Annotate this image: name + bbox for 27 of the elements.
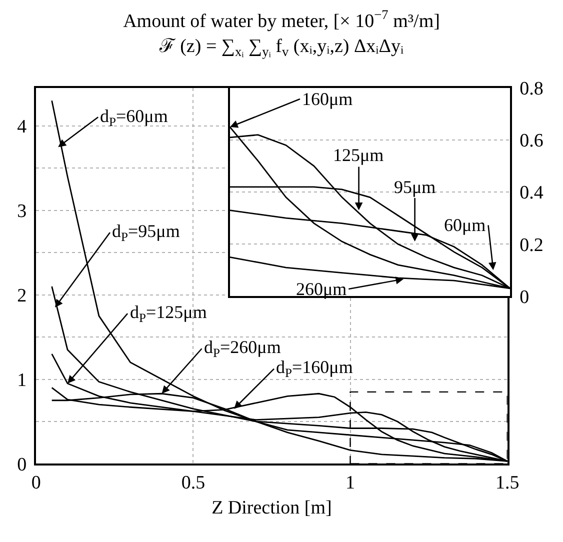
annotation: d$_{P}$=60μm [100, 106, 168, 129]
annotation: 260μm [296, 279, 347, 299]
annotation: 60μm [444, 215, 486, 235]
chart-subtitle: ℱ (z) = ∑$_{xᵢ}$ ∑$_{yᵢ}$ f$_{v}$ (xᵢ,yᵢ,z) ΔxᵢΔyᵢ [158, 36, 404, 59]
x-tick-label: 0 [31, 472, 41, 494]
y-tick-label: 0.6 [520, 130, 544, 152]
y-tick-label: 0 [520, 286, 530, 308]
y-tick-label: 4 [17, 116, 28, 138]
y-tick-label: 0.2 [520, 234, 544, 256]
annotation: 95μm [394, 177, 436, 197]
y-tick-label: 2 [17, 286, 27, 306]
annotation: d$_{P}$=260μm [204, 337, 281, 360]
annotation: d$_{P}$=125μm [130, 302, 207, 325]
chart-title: Amount of water by meter, [× 10$^{−7}$ m³/m] [123, 7, 440, 32]
x-axis-title: Z Direction [m] [212, 498, 332, 519]
x-tick-label: 1.5 [495, 472, 520, 494]
annotation: d$_{P}$=95μm [112, 221, 180, 244]
y-tick-label: 3 [17, 201, 27, 222]
x-tick-label: 0.5 [181, 472, 206, 494]
annotation: d$_{P}$=160μm [276, 357, 353, 380]
y-tick-label: 0 [17, 454, 27, 476]
annotation: 125μm [333, 145, 384, 165]
y-tick-label: 1 [17, 370, 27, 391]
y-tick-label: 0.8 [520, 78, 544, 100]
y-tick-label: 0.4 [520, 182, 544, 204]
x-tick-label: 1 [346, 472, 355, 494]
annotation: 160μm [302, 89, 353, 109]
